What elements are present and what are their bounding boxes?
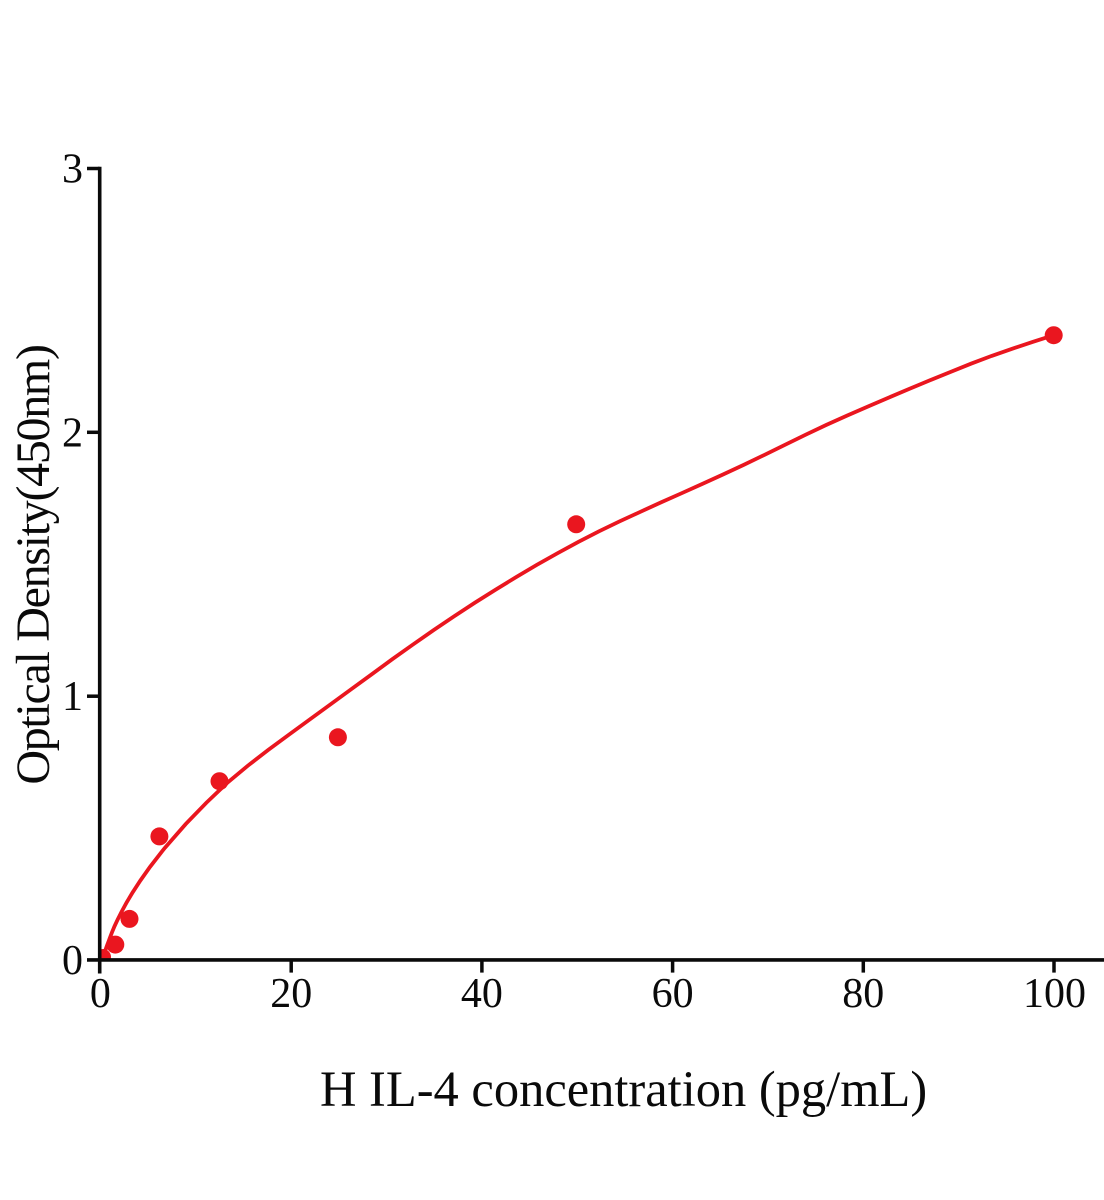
svg-text:3: 3 bbox=[62, 147, 83, 193]
svg-text:20: 20 bbox=[270, 971, 312, 1017]
svg-text:1: 1 bbox=[62, 674, 83, 720]
svg-text:60: 60 bbox=[652, 971, 694, 1017]
svg-text:40: 40 bbox=[461, 971, 503, 1017]
svg-text:80: 80 bbox=[842, 971, 884, 1017]
svg-text:Optical Density(450nm): Optical Density(450nm) bbox=[7, 345, 60, 784]
svg-text:0: 0 bbox=[90, 971, 111, 1017]
svg-text:H IL-4 concentration (pg/mL): H IL-4 concentration (pg/mL) bbox=[320, 1061, 927, 1117]
svg-text:0: 0 bbox=[62, 938, 83, 984]
svg-text:2: 2 bbox=[62, 410, 83, 456]
svg-text:100: 100 bbox=[1023, 971, 1086, 1017]
